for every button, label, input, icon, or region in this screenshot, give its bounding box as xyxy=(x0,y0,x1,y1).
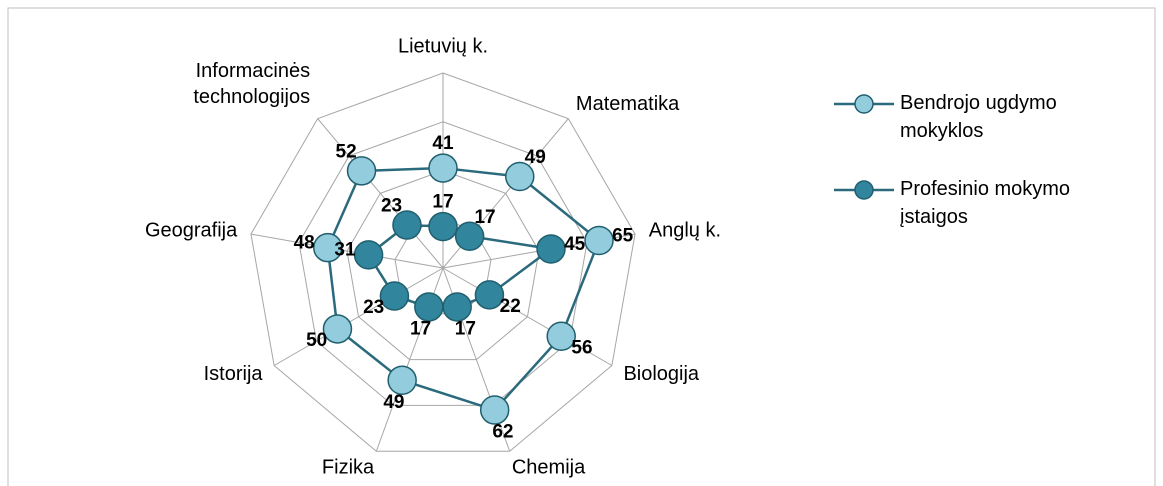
data-label: 45 xyxy=(564,234,586,255)
category-label: Chemija xyxy=(512,456,586,478)
grid-ring xyxy=(298,121,588,406)
data-label: 48 xyxy=(294,233,315,254)
marker xyxy=(536,234,566,264)
legend-marker xyxy=(854,94,874,114)
marker xyxy=(346,156,377,186)
grid-ring xyxy=(346,169,540,361)
category-label: Fizika xyxy=(322,456,375,478)
data-label: 23 xyxy=(363,297,384,318)
data-label: 65 xyxy=(612,225,634,246)
data-label: 56 xyxy=(571,337,592,358)
data-label: 23 xyxy=(381,196,402,217)
data-label: 50 xyxy=(306,330,327,351)
data-label: 62 xyxy=(492,422,513,443)
marker xyxy=(353,240,384,270)
series-line xyxy=(326,166,601,412)
marker xyxy=(414,292,444,322)
category-label: Lietuvių k. xyxy=(398,35,488,57)
spoke xyxy=(273,267,444,366)
marker xyxy=(379,281,410,311)
marker xyxy=(454,221,485,252)
grid-ring xyxy=(394,218,492,315)
legend-label: Profesinio mokymo įstaigos xyxy=(900,178,1070,228)
category-label: Biologija xyxy=(623,363,699,385)
marker xyxy=(584,225,614,256)
category-label: Anglų k. xyxy=(649,219,721,241)
data-label: 52 xyxy=(336,142,357,163)
marker xyxy=(428,153,458,183)
marker xyxy=(392,210,422,240)
marker xyxy=(387,365,417,395)
data-label: 31 xyxy=(334,240,356,261)
data-label: 17 xyxy=(432,192,453,213)
marker xyxy=(474,280,505,310)
data-label: 17 xyxy=(410,319,431,340)
data-label: 41 xyxy=(432,133,454,154)
frame xyxy=(7,7,1156,486)
data-label: 49 xyxy=(383,392,404,413)
category-label: Geografija xyxy=(145,219,238,241)
data-label: 17 xyxy=(455,319,476,340)
data-label: 17 xyxy=(474,207,495,228)
marker xyxy=(505,161,535,192)
category-label: Matematika xyxy=(576,93,680,115)
data-label: 22 xyxy=(500,296,521,317)
spoke xyxy=(317,118,444,269)
marker xyxy=(428,211,458,242)
marker xyxy=(313,232,343,263)
marker xyxy=(546,321,576,351)
data-label: 49 xyxy=(525,147,546,168)
legend-marker xyxy=(854,180,874,200)
marker xyxy=(442,292,472,322)
legend-label: Bendrojo ugdymo mokyklos xyxy=(900,92,1057,142)
spoke xyxy=(250,233,444,269)
category-label: Informacinės technologijos xyxy=(193,60,310,108)
marker xyxy=(479,395,510,425)
marker xyxy=(322,314,353,344)
grid-ring xyxy=(250,72,636,452)
spoke xyxy=(442,267,613,366)
category-label: Istorija xyxy=(204,363,264,385)
